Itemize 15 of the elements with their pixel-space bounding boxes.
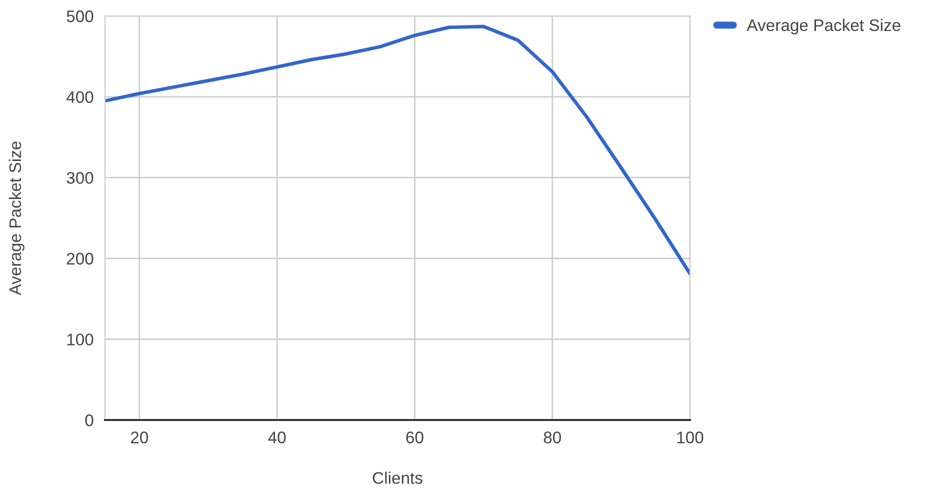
line-series bbox=[105, 24, 690, 276]
y-tick-label: 500 bbox=[66, 10, 94, 22]
x-axis-title: Clients bbox=[372, 472, 422, 484]
y-axis-title: Average Packet Size bbox=[8, 142, 24, 296]
y-tick-label: 300 bbox=[66, 172, 94, 184]
x-tick-label: 60 bbox=[406, 432, 424, 444]
legend-label: Average Packet Size bbox=[746, 18, 900, 34]
x-tick-label: 80 bbox=[544, 432, 561, 444]
y-tick-label: 400 bbox=[66, 91, 94, 104]
y-tick-label: 100 bbox=[67, 334, 94, 346]
x-tick-label: 40 bbox=[268, 432, 286, 444]
x-tick-label: 100 bbox=[677, 432, 704, 444]
y-tick-label: 0 bbox=[85, 414, 94, 426]
y-tick-label: 200 bbox=[66, 252, 94, 265]
x-tick-label: 20 bbox=[130, 432, 148, 444]
